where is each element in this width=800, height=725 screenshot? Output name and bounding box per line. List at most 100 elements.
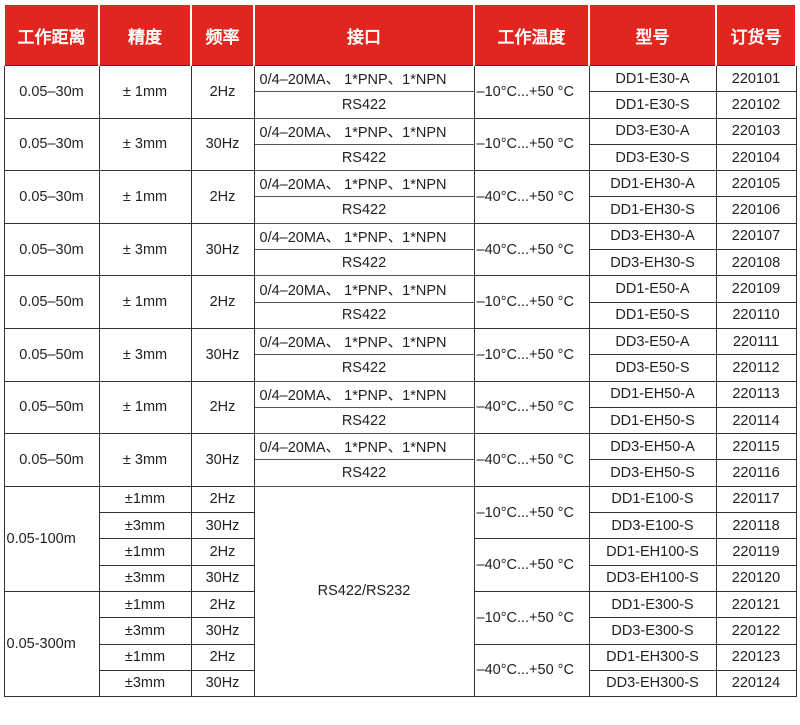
frequency-cell: 2Hz bbox=[190, 643, 255, 671]
temperature-cell: –10°C...+50 °C bbox=[473, 327, 590, 382]
table-row: RS422 DD1-EH50-S 220114 bbox=[4, 406, 797, 435]
accuracy-cell: ± 1mm bbox=[98, 170, 192, 224]
interface-cell: 0/4–20MA、 1*PNP、1*NPN bbox=[253, 433, 475, 461]
header-order-number: 订货号 bbox=[715, 5, 797, 66]
product-order-table: 工作距离 精度 频率 接口 工作温度 型号 订货号 0.05–30m ± 1mm 2Hz 0/4–… bbox=[3, 5, 797, 698]
distance-cell: 0.05–30m bbox=[3, 65, 100, 119]
distance-cell: 0.05-100m bbox=[3, 485, 100, 592]
accuracy-cell: ±3mm bbox=[98, 512, 192, 540]
distance-cell: 0.05-300m bbox=[3, 590, 100, 698]
order-number-cell: 220110 bbox=[715, 301, 797, 329]
model-cell: DD1-EH100-S bbox=[588, 538, 717, 566]
header-temperature: 工作温度 bbox=[473, 5, 590, 66]
distance-cell: 0.05–50m bbox=[3, 327, 100, 382]
order-number-cell: 220119 bbox=[715, 538, 797, 566]
distance-cell: 0.05–30m bbox=[3, 170, 100, 224]
order-number-cell: 220106 bbox=[715, 196, 797, 224]
distance-cell: 0.05–50m bbox=[3, 275, 100, 329]
model-cell: DD1-EH50-S bbox=[588, 406, 717, 435]
model-cell: DD3-E50-S bbox=[588, 354, 717, 382]
frequency-cell: 2Hz bbox=[190, 170, 255, 224]
model-cell: DD1-EH30-S bbox=[588, 196, 717, 224]
temperature-cell: –40°C...+50 °C bbox=[473, 538, 590, 592]
order-number-cell: 220107 bbox=[715, 222, 797, 251]
table-row: 0.05–30m ± 3mm 30Hz 0/4–20MA、 1*PNP、1*NPN –1… bbox=[3, 117, 797, 172]
interface-cell: 0/4–20MA、 1*PNP、1*NPN bbox=[253, 327, 475, 356]
frequency-cell: 2Hz bbox=[190, 275, 255, 329]
order-number-cell: 220123 bbox=[715, 643, 797, 671]
interface-cell: 0/4–20MA、 1*PNP、1*NPN bbox=[253, 380, 475, 408]
interface-cell: RS422 bbox=[253, 91, 475, 119]
table-row: 0.05-300m ±1mm 2Hz –10°C...+50 °C DD1-E300-S… bbox=[3, 590, 797, 698]
accuracy-cell: ±3mm bbox=[98, 669, 192, 698]
table-row: RS422 DD1-E50-S 220110 bbox=[4, 301, 797, 329]
accuracy-cell: ± 1mm bbox=[98, 380, 192, 435]
order-number-cell: 220113 bbox=[715, 380, 797, 408]
frequency-cell: 30Hz bbox=[190, 617, 255, 645]
frequency-cell: 30Hz bbox=[190, 327, 255, 382]
order-number-cell: 220101 bbox=[715, 64, 797, 93]
table-row: RS422 DD3-E30-S 220104 bbox=[4, 143, 797, 172]
accuracy-cell: ±3mm bbox=[98, 617, 192, 645]
frequency-cell: 2Hz bbox=[190, 538, 255, 566]
interface-cell: RS422 bbox=[253, 301, 475, 329]
order-number-cell: 220121 bbox=[715, 590, 797, 619]
table-row: 0.05–50m ± 1mm 2Hz 0/4–20MA、 1*PNP、1*NPN –10… bbox=[3, 275, 797, 329]
interface-cell: 0/4–20MA、 1*PNP、1*NPN bbox=[253, 222, 475, 251]
temperature-cell: –40°C...+50 °C bbox=[473, 643, 590, 698]
table-row: 0.05–30m ± 1mm 2Hz 0/4–20MA、 1*PNP、1*NPN –40… bbox=[3, 170, 797, 224]
table-row: RS422 DD3-EH50-S 220116 bbox=[4, 459, 797, 487]
header-distance: 工作距离 bbox=[3, 5, 100, 66]
table-row: 0.05–50m ± 1mm 2Hz 0/4–20MA、 1*PNP、1*NPN –40… bbox=[3, 380, 797, 435]
table-row: ±3mm 30Hz DD3-EH300-S 220124 bbox=[4, 669, 797, 698]
order-number-cell: 220109 bbox=[715, 275, 797, 303]
model-cell: DD3-EH30-A bbox=[588, 222, 717, 251]
frequency-cell: 30Hz bbox=[190, 512, 255, 540]
temperature-cell: –40°C...+50 °C bbox=[473, 433, 590, 487]
table-row: ±3mm 30Hz DD3-E100-S 220118 bbox=[4, 512, 797, 540]
header-frequency: 频率 bbox=[190, 5, 255, 66]
model-cell: DD1-E50-S bbox=[588, 301, 717, 329]
temperature-cell: –40°C...+50 °C bbox=[473, 380, 590, 435]
header-row: 工作距离 精度 频率 接口 工作温度 型号 订货号 bbox=[3, 5, 797, 66]
model-cell: DD1-EH50-A bbox=[588, 380, 717, 408]
accuracy-cell: ±1mm bbox=[98, 485, 192, 514]
interface-cell: RS422 bbox=[253, 406, 475, 435]
distance-cell: 0.05–50m bbox=[3, 380, 100, 435]
table-row: 0.05–30m ± 3mm 30Hz 0/4–20MA、 1*PNP、1*NPN –4… bbox=[3, 222, 797, 277]
header-model: 型号 bbox=[588, 5, 717, 66]
frequency-cell: 30Hz bbox=[190, 564, 255, 592]
order-number-cell: 220108 bbox=[715, 249, 797, 277]
frequency-cell: 30Hz bbox=[190, 433, 255, 487]
temperature-cell: –40°C...+50 °C bbox=[473, 170, 590, 224]
distance-cell: 0.05–50m bbox=[3, 433, 100, 487]
model-cell: DD3-E30-S bbox=[588, 143, 717, 172]
frequency-cell: 30Hz bbox=[190, 669, 255, 698]
frequency-cell: 2Hz bbox=[190, 485, 255, 514]
order-number-cell: 220116 bbox=[715, 459, 797, 487]
model-cell: DD1-EH300-S bbox=[588, 643, 717, 671]
accuracy-cell: ± 3mm bbox=[98, 222, 192, 277]
header-interface: 接口 bbox=[253, 5, 475, 66]
order-number-cell: 220118 bbox=[715, 512, 797, 540]
accuracy-cell: ± 1mm bbox=[98, 275, 192, 329]
model-cell: DD3-EH100-S bbox=[588, 564, 717, 592]
accuracy-cell: ±1mm bbox=[98, 590, 192, 619]
temperature-cell: –10°C...+50 °C bbox=[473, 65, 590, 119]
order-number-cell: 220103 bbox=[715, 117, 797, 145]
order-number-cell: 220124 bbox=[715, 669, 797, 698]
order-number-cell: 220115 bbox=[715, 433, 797, 461]
order-number-cell: 220102 bbox=[715, 91, 797, 119]
table-row: ±1mm 2Hz –40°C...+50 °C DD1-EH100-S 220119 bbox=[4, 538, 797, 592]
order-number-cell: 220120 bbox=[715, 564, 797, 592]
accuracy-cell: ±1mm bbox=[98, 538, 192, 566]
model-cell: DD3-EH50-A bbox=[588, 433, 717, 461]
model-cell: DD3-E100-S bbox=[588, 512, 717, 540]
order-number-cell: 220105 bbox=[715, 170, 797, 198]
interface-cell: RS422 bbox=[253, 459, 475, 487]
model-cell: DD1-E100-S bbox=[588, 485, 717, 514]
distance-cell: 0.05–30m bbox=[3, 222, 100, 277]
accuracy-cell: ± 3mm bbox=[98, 117, 192, 172]
model-cell: DD3-E300-S bbox=[588, 617, 717, 645]
order-number-cell: 220122 bbox=[715, 617, 797, 645]
